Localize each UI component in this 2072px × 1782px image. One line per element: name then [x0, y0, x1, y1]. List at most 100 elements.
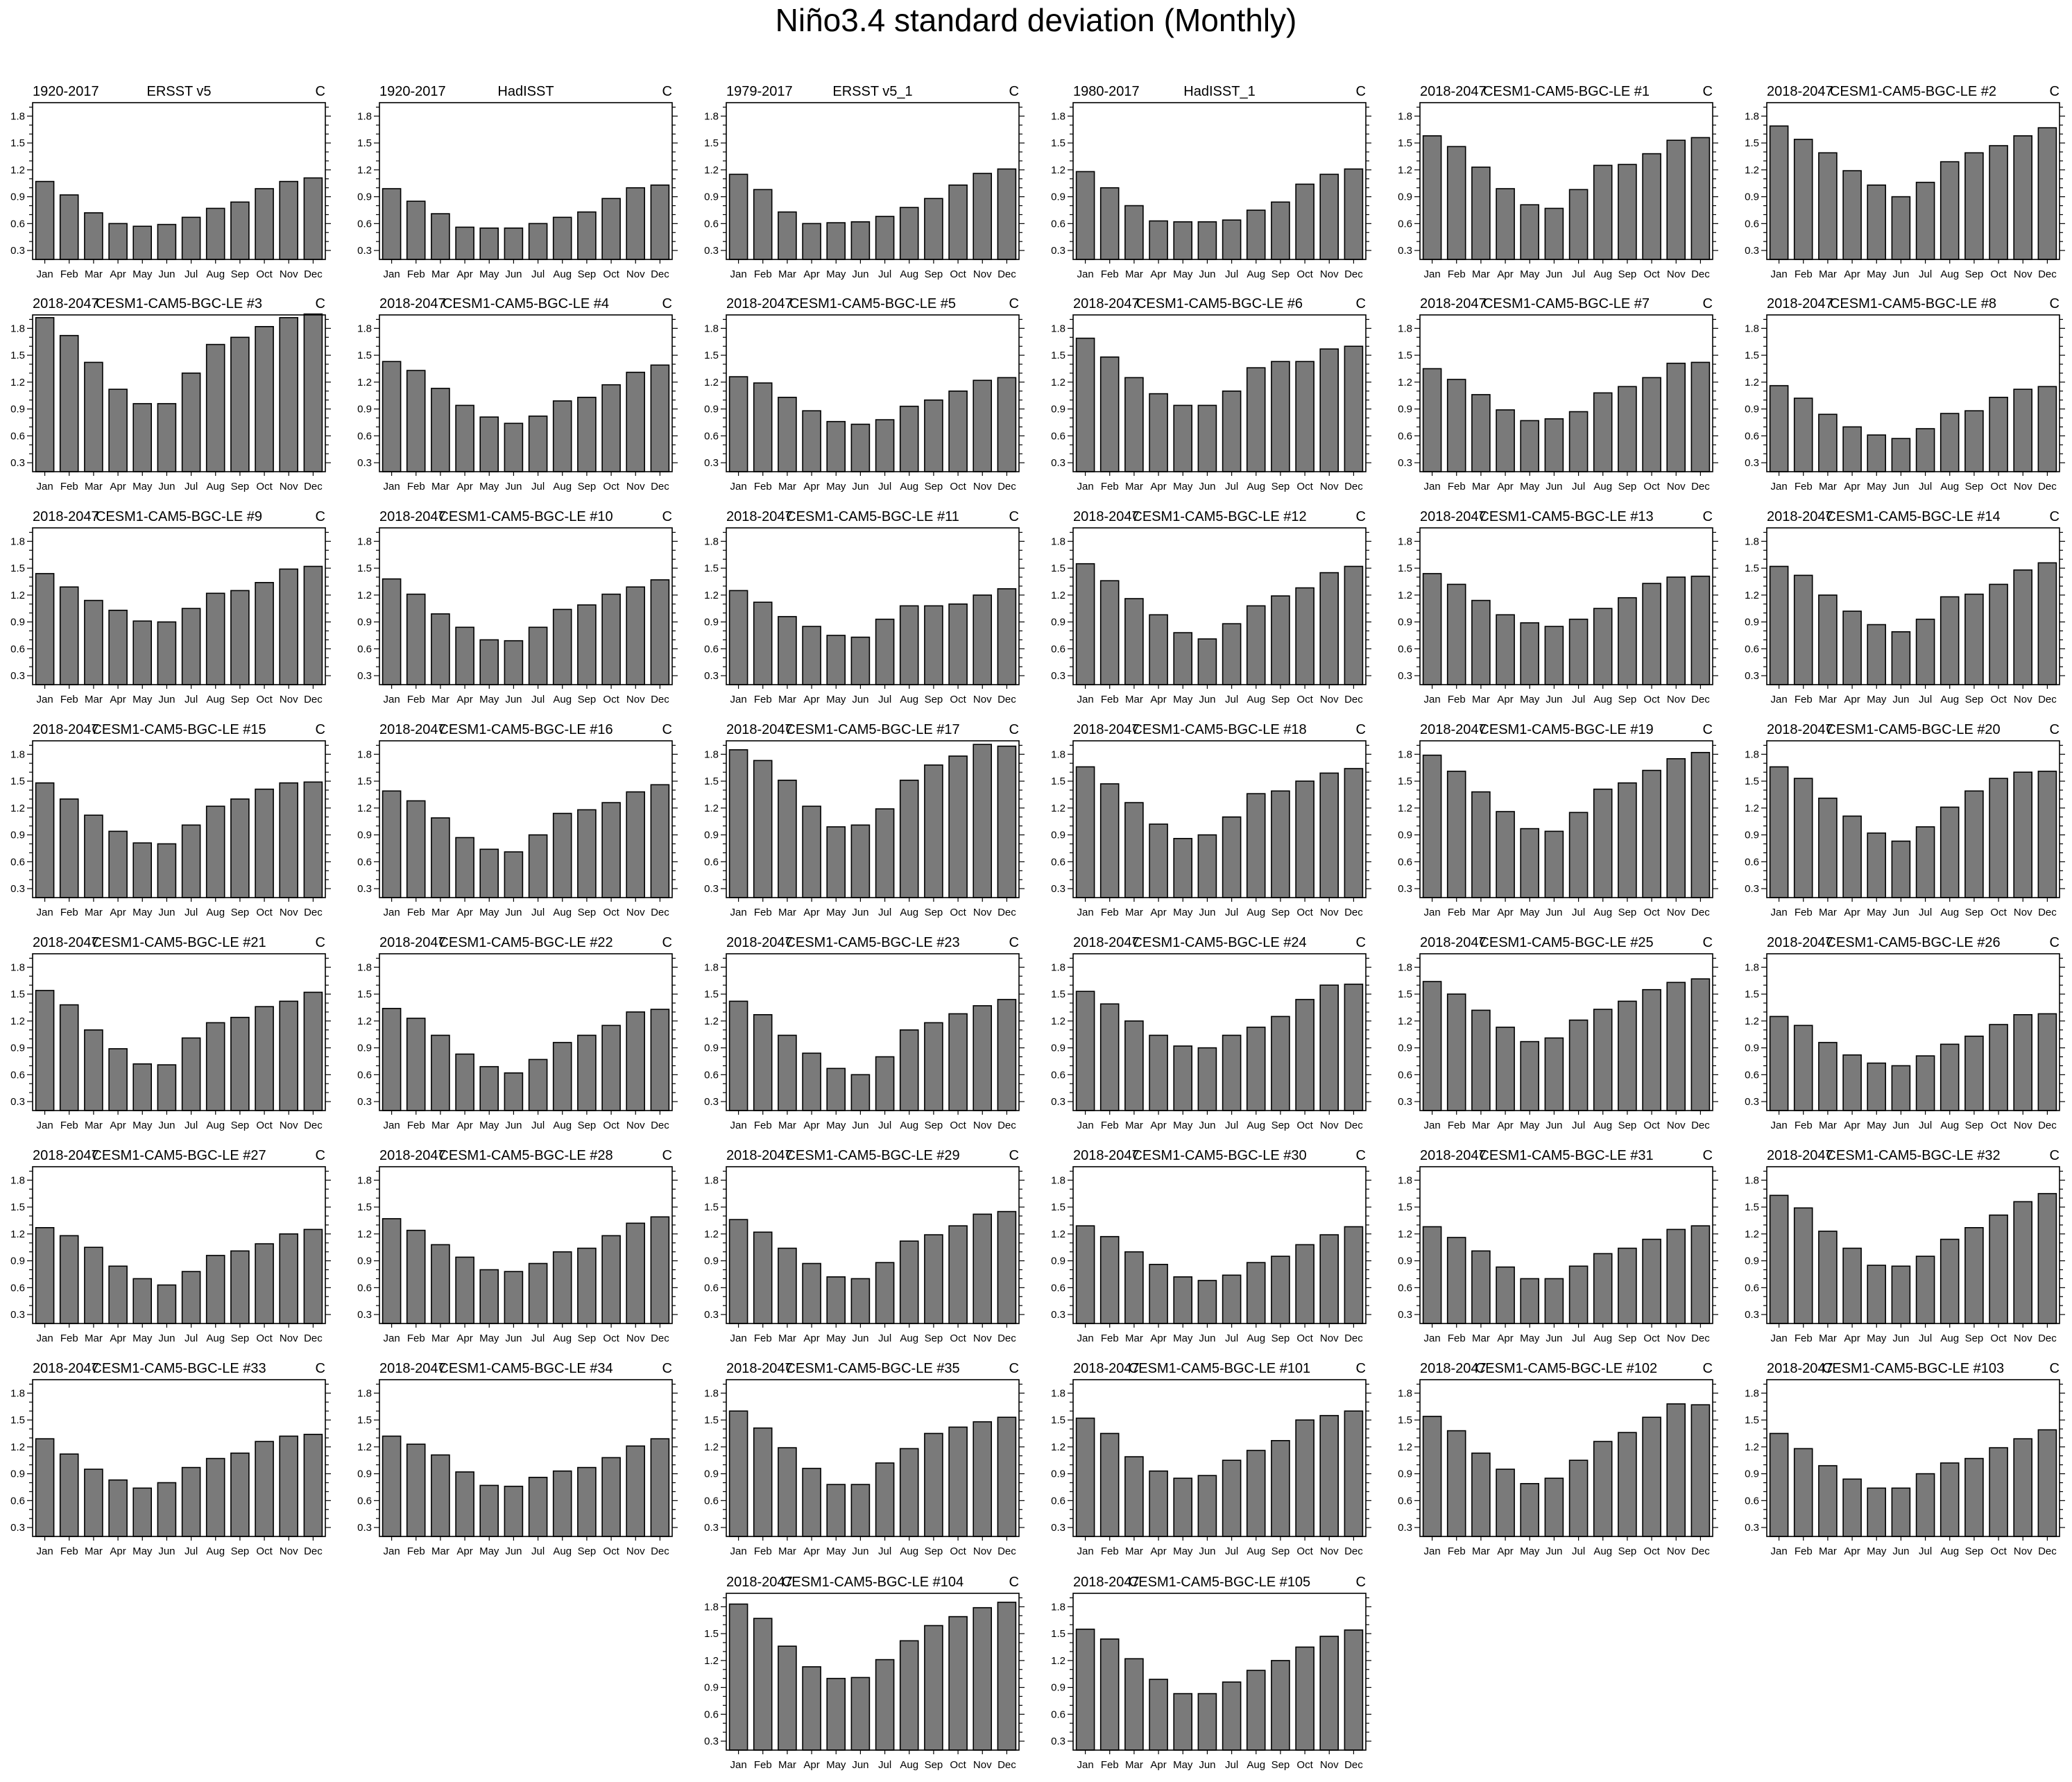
bar-jul: [1568, 812, 1589, 898]
x-tick-label: Jun: [158, 1333, 175, 1344]
bar-jul: [875, 419, 895, 472]
bar-jun: [1544, 1037, 1564, 1111]
x-tick-label: Oct: [603, 481, 619, 492]
bar-mar: [1818, 594, 1838, 685]
x-tick-label: Jun: [505, 907, 522, 918]
x-tick-label: Apr: [110, 694, 126, 705]
x-tick-label: May: [1173, 1333, 1193, 1344]
y-tick-label: 1.5: [704, 350, 719, 361]
bar-oct: [1989, 1214, 2008, 1324]
x-tick-label: Feb: [60, 1333, 78, 1344]
bar-jul: [875, 1659, 895, 1751]
y-tick-label: 1.8: [704, 1174, 719, 1186]
bar-aug: [1940, 806, 1960, 898]
y-tick-label: 0.9: [704, 1682, 719, 1694]
y-tick-label: 0.6: [1745, 643, 1759, 655]
bar-sep: [1271, 595, 1290, 685]
plot-frame: [1419, 1166, 1713, 1324]
bar-dec: [1344, 345, 1364, 472]
x-tick-label: Mar: [1819, 1545, 1837, 1557]
x-tick-label: Apr: [1150, 1759, 1166, 1771]
bar-may: [826, 1068, 846, 1111]
x-tick-label: Aug: [1247, 1120, 1265, 1131]
bar-aug: [1593, 164, 1613, 260]
x-tick-label: Feb: [1795, 1333, 1813, 1344]
plot-frame: [1766, 527, 2060, 685]
x-tick-label: Jun: [1546, 907, 1562, 918]
panel-right-label: C: [316, 296, 325, 311]
y-tick-label: 0.3: [1051, 1736, 1065, 1747]
bar-oct: [255, 788, 274, 898]
y-tick-label: 1.5: [704, 1628, 719, 1640]
x-tick-label: Dec: [998, 694, 1016, 705]
bar-feb: [1099, 356, 1120, 472]
bar-nov: [626, 1222, 646, 1324]
y-tick-label: 1.2: [1051, 1016, 1065, 1027]
x-tick-label: Feb: [1795, 481, 1813, 492]
bar-dec: [303, 1434, 323, 1537]
bar-jun: [504, 227, 524, 260]
bar-mar: [84, 212, 103, 260]
x-tick-label: Mar: [1819, 268, 1837, 280]
y-tick-label: 1.5: [1051, 563, 1065, 574]
y-tick-label: 1.5: [704, 988, 719, 1000]
panel-3: 1979-2017 ERSST v5_1 C0.30.60.91.21.51.8Ja…: [704, 84, 1025, 280]
x-tick-label: Mar: [85, 1545, 103, 1557]
x-tick-label: Jul: [1225, 1545, 1238, 1557]
bar-jun: [1891, 1065, 1911, 1111]
y-tick-label: 0.9: [10, 1468, 25, 1480]
panel-left-label: 2018-2047: [1420, 84, 1487, 99]
bar-nov: [2013, 1201, 2032, 1324]
y-tick-label: 0.3: [357, 1309, 372, 1321]
x-tick-label: Dec: [304, 1120, 323, 1131]
x-tick-label: Dec: [304, 481, 323, 492]
x-tick-label: Sep: [578, 481, 597, 492]
y-tick-label: 0.3: [1398, 245, 1412, 257]
bar-jul: [1222, 1681, 1242, 1751]
page-title: Niño3.4 standard deviation (Monthly): [775, 2, 1297, 38]
x-tick-label: Dec: [1344, 1545, 1363, 1557]
x-tick-label: Jun: [158, 481, 175, 492]
bar-feb: [1446, 1237, 1466, 1324]
bar-jun: [504, 1485, 524, 1537]
y-tick-label: 0.6: [1051, 1708, 1065, 1720]
x-tick-label: Sep: [925, 694, 943, 705]
y-tick-label: 0.6: [1745, 1282, 1759, 1294]
y-tick-label: 1.5: [704, 563, 719, 574]
x-tick-label: Jul: [1919, 694, 1932, 705]
x-tick-label: Dec: [651, 1333, 669, 1344]
panel-right-label: C: [1703, 722, 1713, 737]
panel-left-label: 2018-2047: [1420, 722, 1487, 737]
bar-mar: [1124, 802, 1144, 898]
bar-oct: [1295, 1244, 1315, 1324]
panel-right-label: C: [1009, 1148, 1019, 1163]
y-tick-label: 1.5: [1398, 1414, 1412, 1426]
x-tick-label: Mar: [431, 1333, 449, 1344]
panel-center-label: CESM1-CAM5-BGC-LE #30: [1132, 1148, 1306, 1163]
bar-aug: [205, 1457, 225, 1537]
y-tick-label: 0.9: [10, 404, 25, 415]
bar-jun: [504, 1271, 524, 1324]
x-tick-label: Aug: [1247, 1759, 1265, 1771]
x-tick-label: Jun: [852, 1333, 868, 1344]
x-tick-label: Feb: [1795, 268, 1813, 280]
y-tick-label: 0.3: [10, 245, 25, 257]
x-tick-label: Dec: [998, 1120, 1016, 1131]
bar-jan: [1075, 1628, 1095, 1751]
x-tick-label: Oct: [603, 1545, 619, 1557]
x-tick-label: Aug: [1593, 694, 1612, 705]
bar-jun: [157, 1482, 177, 1537]
x-tick-label: May: [826, 1333, 846, 1344]
x-tick-label: Jul: [531, 1120, 545, 1131]
bar-sep: [230, 798, 250, 898]
bar-feb: [753, 760, 773, 898]
bar-aug: [552, 400, 572, 472]
panel-left-label: 2018-2047: [379, 722, 446, 737]
bar-jun: [850, 636, 871, 685]
bar-oct: [255, 581, 274, 685]
bar-nov: [1666, 362, 1686, 472]
